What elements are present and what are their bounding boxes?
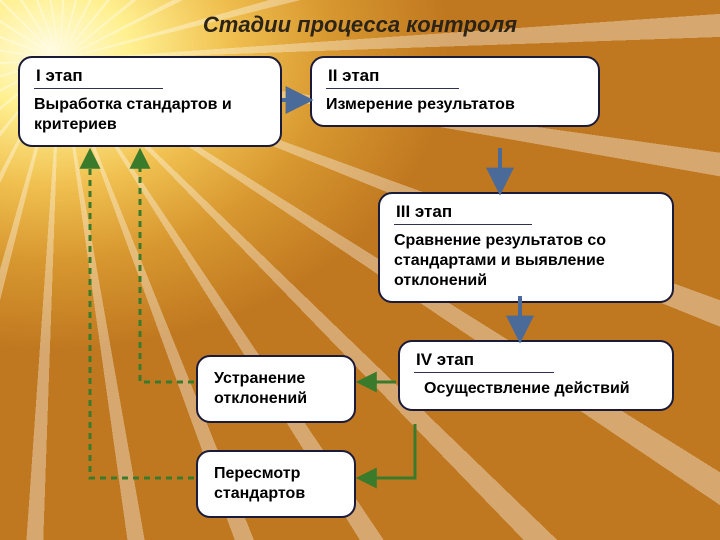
stage-3-label: III этап <box>394 202 532 225</box>
stage-4-box: IV этап Осуществление действий <box>398 340 674 411</box>
action-eliminate-box: Устранение отклонений <box>196 355 356 423</box>
stage-4-text: Осуществление действий <box>414 379 658 399</box>
stage-2-label: II этап <box>326 66 459 89</box>
stage-1-box: I этап Выработка стандартов и критериев <box>18 56 282 147</box>
stage-2-text: Измерение результатов <box>326 95 584 115</box>
stage-4-label: IV этап <box>414 350 554 373</box>
stage-3-text: Сравнение результатов со стандартами и в… <box>394 231 658 291</box>
page-title: Стадии процесса контроля <box>0 12 720 38</box>
stage-3-box: III этап Сравнение результатов со станда… <box>378 192 674 303</box>
stage-1-text: Выработка стандартов и критериев <box>34 95 266 135</box>
action-eliminate-text: Устранение отклонений <box>214 370 307 407</box>
stage-1-label: I этап <box>34 66 163 89</box>
action-revise-text: Пересмотр стандартов <box>214 465 305 502</box>
stage-2-box: II этап Измерение результатов <box>310 56 600 127</box>
action-revise-box: Пересмотр стандартов <box>196 450 356 518</box>
